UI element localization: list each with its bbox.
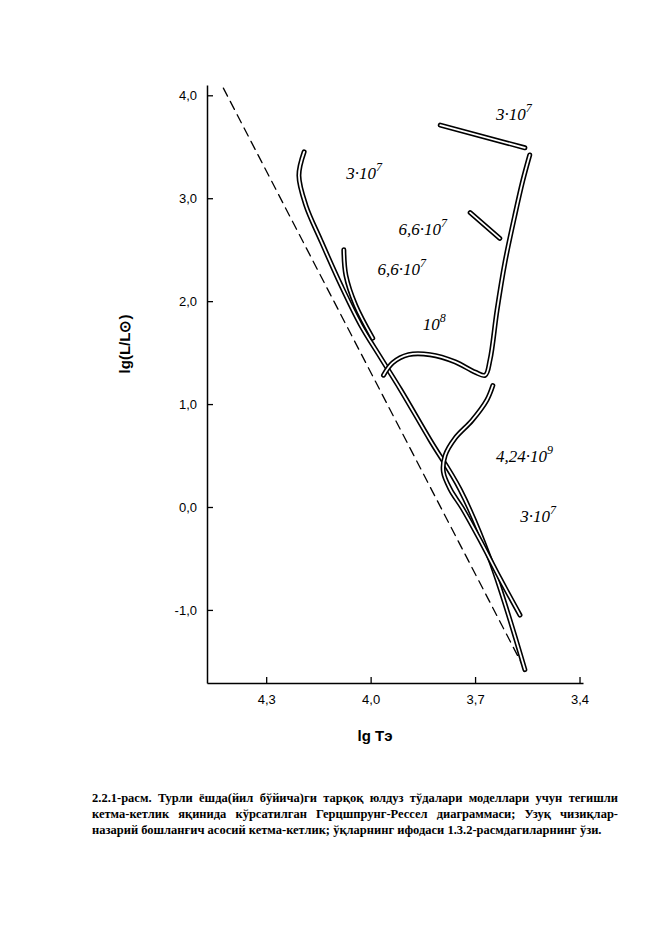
series-line <box>443 386 520 616</box>
tick-label: 4,0 <box>179 88 197 103</box>
chart: 4,3 4,0 3,7 3,4 4,0 3,0 2,0 1,0 0,0 -1,0 lg Tэ lg(L… <box>0 0 661 780</box>
annotation: 108 <box>423 311 446 334</box>
tick-mark <box>207 95 213 96</box>
tick-label: 1,0 <box>179 397 197 412</box>
tick-label: 2,0 <box>179 294 197 309</box>
tick-label: 4,0 <box>362 692 380 707</box>
axis-line <box>207 86 209 684</box>
axis-line <box>208 683 584 685</box>
annotation-exponent: 7 <box>526 101 533 115</box>
annotation-exponent: 7 <box>420 256 427 270</box>
tick-mark <box>207 404 213 405</box>
x-axis-title: lg Tэ <box>358 727 393 744</box>
annotation-text: 3·10 <box>519 507 550 526</box>
line-highlight <box>344 213 500 339</box>
annotation: 3·107 <box>345 160 383 183</box>
tick-label: 0,0 <box>179 500 197 515</box>
y-axis-title: lg(L/L⊙) <box>116 315 133 374</box>
annotation: 6,6·107 <box>398 216 448 239</box>
tick-label: 3,0 <box>179 191 197 206</box>
annotation-text: 3·10 <box>345 164 376 183</box>
series-line <box>344 213 500 339</box>
tick: 3,7 <box>467 677 485 707</box>
tick-mark <box>475 677 476 683</box>
tick-mark <box>207 301 213 302</box>
annotation: 3·107 <box>519 503 557 526</box>
annotation-text: 10 <box>423 315 441 334</box>
annotation-exponent: 7 <box>441 216 448 230</box>
tick: -1,0 <box>175 603 213 618</box>
caption: 2.2.1-расм. Турли ёшда(йил бўйича)ги тар… <box>92 790 618 838</box>
tick: 0,0 <box>179 500 213 515</box>
tick-mark <box>370 677 371 683</box>
series-line <box>223 88 524 670</box>
tick-label: -1,0 <box>175 603 197 618</box>
tick: 4,0 <box>362 677 380 707</box>
tick-label: 4,3 <box>258 692 276 707</box>
tick: 4,0 <box>179 88 213 103</box>
tick: 2,0 <box>179 294 213 309</box>
annotation-text: 6,6·10 <box>378 260 421 279</box>
x-axis: 4,3 4,0 3,7 3,4 <box>208 677 590 707</box>
annotation: 3·107 <box>495 101 533 124</box>
series-line <box>299 125 525 669</box>
tick-mark <box>207 507 213 508</box>
annotation-exponent: 9 <box>547 443 553 457</box>
y-axis: 4,0 3,0 2,0 1,0 0,0 -1,0 <box>175 86 213 684</box>
tick-mark <box>207 198 213 199</box>
tick-mark <box>207 610 213 611</box>
annotation-exponent: 7 <box>550 503 557 517</box>
tick: 3,4 <box>571 677 589 707</box>
tick-label: 3,4 <box>571 692 589 707</box>
annotation-text: 6,6·10 <box>398 220 441 239</box>
line-highlight <box>443 386 520 616</box>
tick: 3,0 <box>179 191 213 206</box>
annotation-text: 3·10 <box>495 105 526 124</box>
annotation: 4,24·109 <box>496 443 553 466</box>
tick: 1,0 <box>179 397 213 412</box>
annotation-text: 4,24·10 <box>496 447 548 466</box>
plot-area <box>223 88 529 670</box>
line-highlight <box>299 125 525 669</box>
annotation-exponent: 8 <box>440 311 446 325</box>
annotation-exponent: 7 <box>376 160 383 174</box>
tick: 4,3 <box>258 677 276 707</box>
tick-mark <box>266 677 267 683</box>
tick-label: 3,7 <box>467 692 485 707</box>
annotation: 6,6·107 <box>378 256 428 279</box>
tick-mark <box>579 677 580 683</box>
